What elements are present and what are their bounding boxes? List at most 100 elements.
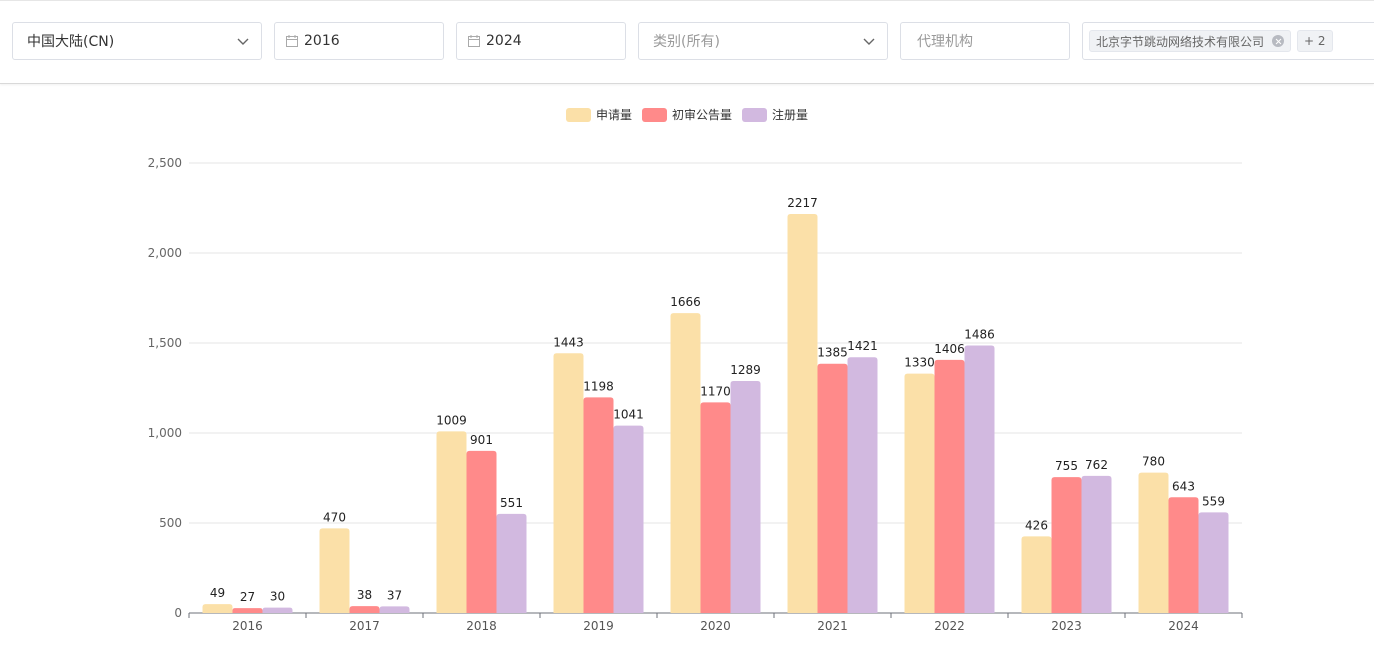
- applicant-multiselect[interactable]: 北京字节跳动网络技术有限公司 + 2: [1082, 22, 1374, 60]
- data-label: 1443: [553, 335, 584, 349]
- bar: [700, 402, 731, 613]
- legend-item-preliminary[interactable]: 初审公告量: [641, 106, 732, 123]
- bar: [466, 450, 497, 613]
- bar: [1198, 512, 1229, 613]
- bar: [730, 380, 761, 613]
- bar: [934, 359, 965, 613]
- start-year-value: 2016: [304, 33, 340, 49]
- end-year-value: 2024: [486, 33, 522, 49]
- data-label: 1330: [904, 356, 935, 370]
- bar: [1081, 475, 1112, 613]
- data-label: 2217: [787, 196, 818, 210]
- bar: [904, 373, 935, 613]
- x-tick-label: 2021: [817, 619, 848, 633]
- data-label: 1385: [817, 346, 848, 360]
- data-label: 49: [210, 586, 225, 600]
- applicant-more-label: + 2: [1304, 34, 1326, 48]
- bar: [1021, 536, 1052, 613]
- category-select[interactable]: 类别(所有): [638, 22, 888, 60]
- x-tick-label: 2024: [1168, 619, 1199, 633]
- calendar-icon: [286, 35, 298, 47]
- calendar-icon: [468, 35, 480, 47]
- data-label: 30: [270, 590, 285, 604]
- bar: [232, 608, 263, 613]
- bar: [964, 345, 995, 613]
- applicant-tag: 北京字节跳动网络技术有限公司: [1089, 30, 1292, 52]
- bar: [787, 213, 818, 613]
- agency-input[interactable]: 代理机构: [900, 22, 1070, 60]
- legend-label: 初审公告量: [671, 108, 732, 122]
- data-label: 780: [1142, 455, 1165, 469]
- agency-input-placeholder: 代理机构: [917, 34, 973, 50]
- y-tick-label: 500: [159, 516, 182, 530]
- chevron-down-icon: [863, 38, 875, 45]
- data-label: 1009: [436, 413, 467, 427]
- data-label: 1666: [670, 295, 701, 309]
- end-year-picker[interactable]: 2024: [456, 22, 626, 60]
- data-label: 27: [240, 590, 255, 604]
- data-label: 38: [357, 588, 372, 602]
- data-label: 1170: [700, 384, 731, 398]
- x-tick-label: 2018: [466, 619, 497, 633]
- data-label: 551: [500, 496, 523, 510]
- data-label: 37: [387, 588, 402, 602]
- x-tick-label: 2020: [700, 619, 731, 633]
- filter-bar: 中国大陆(CN) 2016 2024 类别(所有) 代理机构 北京字节跳动网络技…: [0, 0, 1374, 84]
- region-select-value: 中国大陆(CN): [27, 34, 115, 50]
- data-label: 643: [1172, 479, 1195, 493]
- bar: [553, 353, 584, 613]
- category-select-placeholder: 类别(所有): [653, 34, 720, 50]
- bar: [349, 606, 380, 613]
- x-tick-label: 2019: [583, 619, 614, 633]
- bar: [613, 425, 644, 613]
- legend-swatch: [565, 107, 591, 122]
- y-tick-label: 2,500: [148, 156, 182, 170]
- chart-legend: 申请量 初审公告量 注册量: [0, 106, 1374, 123]
- y-tick-label: 0: [174, 606, 182, 620]
- bar: [496, 513, 527, 613]
- data-label: 762: [1085, 458, 1108, 472]
- bar: [1168, 497, 1199, 613]
- applicant-tag-label: 北京字节跳动网络技术有限公司: [1096, 34, 1265, 49]
- x-tick-label: 2023: [1051, 619, 1082, 633]
- bar: [202, 604, 233, 613]
- data-label: 755: [1055, 459, 1078, 473]
- y-tick-label: 2,000: [148, 246, 182, 260]
- legend-label: 申请量: [595, 108, 632, 122]
- x-tick-label: 2022: [934, 619, 965, 633]
- applicant-more-tag: + 2: [1297, 30, 1333, 52]
- data-label: 1198: [583, 379, 614, 393]
- legend-item-registrations[interactable]: 注册量: [742, 106, 808, 123]
- data-label: 559: [1202, 494, 1225, 508]
- data-label: 901: [470, 433, 493, 447]
- y-tick-label: 1,500: [148, 336, 182, 350]
- x-tick-label: 2017: [349, 619, 380, 633]
- bar: [847, 357, 878, 613]
- data-label: 1289: [730, 363, 761, 377]
- x-tick-label: 2016: [232, 619, 263, 633]
- legend-item-applications[interactable]: 申请量: [565, 106, 632, 123]
- data-label: 1421: [847, 339, 878, 353]
- legend-swatch: [641, 107, 667, 122]
- start-year-picker[interactable]: 2016: [274, 22, 444, 60]
- bar: [1138, 472, 1169, 613]
- legend-label: 注册量: [772, 108, 809, 122]
- tag-close-icon[interactable]: [1272, 35, 1285, 47]
- chevron-down-icon: [237, 38, 249, 45]
- y-tick-label: 1,000: [148, 426, 182, 440]
- bar: [817, 363, 848, 613]
- bar: [1051, 477, 1082, 613]
- data-label: 1406: [934, 342, 965, 356]
- data-label: 1486: [964, 328, 995, 342]
- bar: [670, 313, 701, 613]
- bar: [379, 606, 410, 613]
- bar: [436, 431, 467, 613]
- bar: [583, 397, 614, 613]
- data-label: 1041: [613, 408, 644, 422]
- bar: [262, 607, 293, 613]
- data-label: 470: [323, 510, 346, 524]
- bar: [319, 528, 350, 613]
- region-select[interactable]: 中国大陆(CN): [12, 22, 262, 60]
- data-label: 426: [1025, 518, 1048, 532]
